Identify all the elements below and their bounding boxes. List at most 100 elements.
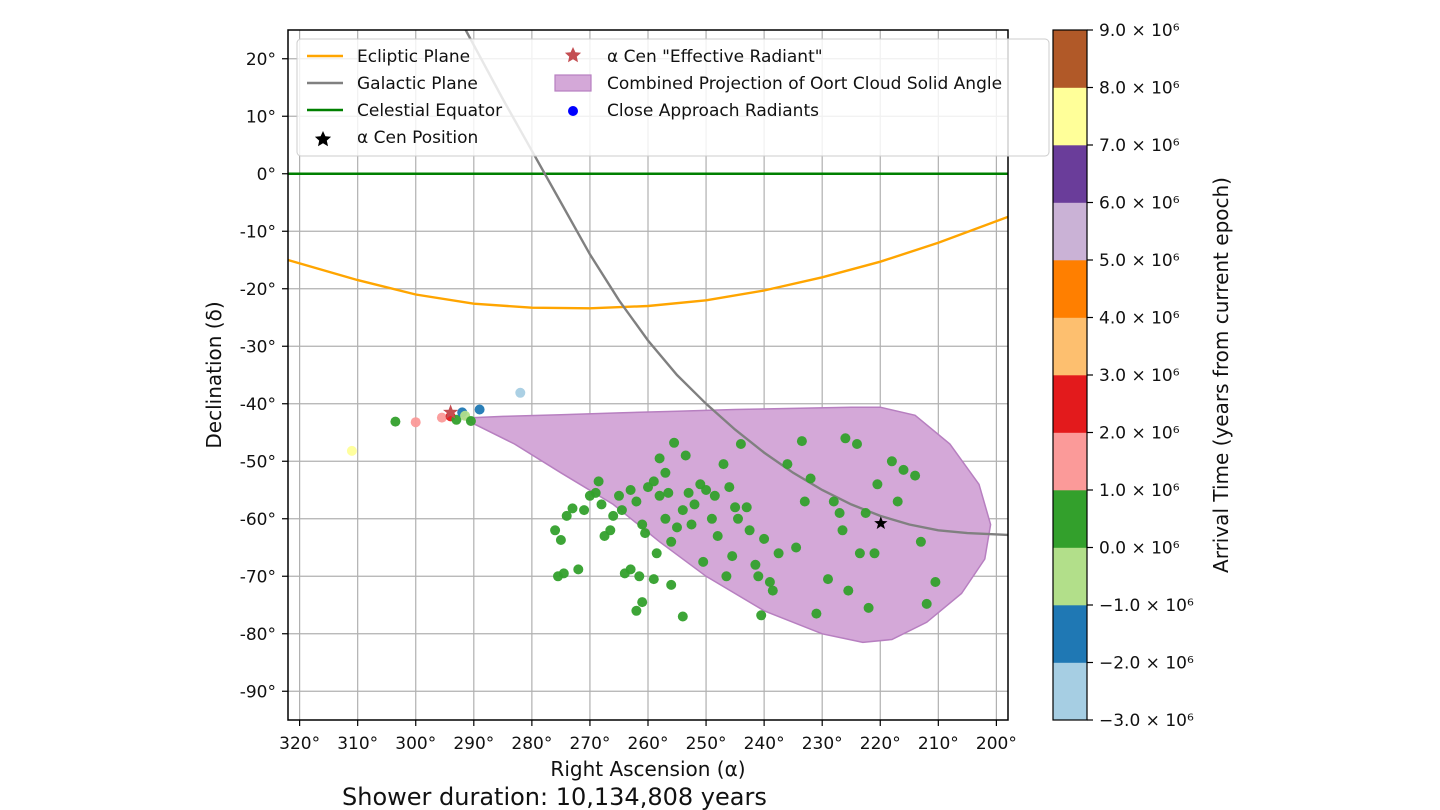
radiant-point bbox=[637, 597, 648, 608]
radiant-point bbox=[698, 556, 709, 567]
radiant-point bbox=[567, 503, 578, 514]
legend-oort-label: Combined Projection of Oort Cloud Solid … bbox=[607, 74, 1002, 94]
radiant-point bbox=[637, 519, 648, 530]
acen-position-star-icon bbox=[874, 516, 888, 529]
radiant-point bbox=[921, 598, 932, 609]
radiant-point bbox=[854, 548, 865, 559]
y-tick-label: 10° bbox=[246, 107, 276, 127]
colorbar bbox=[1052, 29, 1088, 721]
legend-oort-swatch bbox=[554, 74, 592, 92]
radiant-point bbox=[660, 467, 671, 478]
radiant-point bbox=[631, 496, 642, 507]
y-tick-label: -70° bbox=[240, 567, 276, 587]
radiant-point bbox=[672, 522, 682, 533]
radiant-point bbox=[474, 404, 485, 415]
radiant-point bbox=[869, 548, 880, 559]
y-tick-label: -80° bbox=[240, 625, 276, 645]
legend-acen-position-label: α Cen Position bbox=[357, 128, 478, 148]
colorbar-tick-label: 9.0 × 10⁶ bbox=[1099, 21, 1180, 41]
radiant-point bbox=[654, 490, 665, 501]
radiant-point bbox=[741, 502, 752, 513]
colorbar-bin bbox=[1053, 317, 1087, 376]
y-tick-label: -10° bbox=[240, 222, 276, 242]
radiant-point bbox=[550, 525, 561, 536]
radiant-point bbox=[677, 611, 688, 622]
colorbar-bin bbox=[1053, 605, 1087, 663]
radiant-point bbox=[410, 417, 421, 428]
x-tick-label: 250° bbox=[686, 734, 727, 754]
colorbar-ticks: −3.0 × 10⁶ −2.0 × 10⁶ −1.0 × 10⁶ 0.0 × 10⁶ 1… bbox=[1087, 21, 1194, 731]
y-tick-label: -60° bbox=[240, 510, 276, 530]
radiant-point bbox=[750, 559, 761, 570]
radiant-point bbox=[843, 585, 854, 596]
radiant-point bbox=[759, 533, 770, 544]
radiant-point bbox=[616, 505, 627, 516]
shower-duration-text: Shower duration: 10,134,808 years bbox=[342, 783, 767, 810]
colorbar-tick-label: 5.0 × 10⁶ bbox=[1099, 251, 1180, 271]
radiant-point bbox=[735, 439, 746, 449]
x-tick-label: 310° bbox=[337, 734, 378, 754]
colorbar-tick-label: −1.0 × 10⁶ bbox=[1099, 596, 1194, 616]
radiant-point bbox=[605, 525, 616, 536]
close-approach-radiants bbox=[346, 387, 941, 622]
radiant-point bbox=[683, 487, 694, 498]
colorbar-tick-label: 6.0 × 10⁶ bbox=[1099, 194, 1180, 214]
radiant-point bbox=[709, 490, 720, 501]
colorbar-label: Arrival Time (years from current epoch) bbox=[1209, 177, 1233, 573]
colorbar-bin bbox=[1053, 375, 1087, 433]
radiant-point bbox=[561, 510, 572, 521]
radiant-point bbox=[834, 508, 845, 518]
legend-close-approach-label: Close Approach Radiants bbox=[607, 101, 819, 121]
radiant-point bbox=[677, 505, 688, 516]
radiant-point bbox=[837, 525, 848, 536]
legend-equator-label: Celestial Equator bbox=[357, 101, 502, 121]
colorbar-tick-label: −2.0 × 10⁶ bbox=[1099, 654, 1194, 674]
radiant-point bbox=[811, 608, 822, 619]
radiant-point bbox=[756, 610, 767, 621]
radiant-point bbox=[744, 525, 755, 536]
colorbar-tick-label: −3.0 × 10⁶ bbox=[1099, 711, 1194, 731]
radiant-point bbox=[640, 528, 651, 539]
colorbar-bin bbox=[1053, 432, 1087, 491]
radiant-point bbox=[660, 513, 671, 524]
legend-close-approach-dot bbox=[568, 106, 578, 116]
radiant-point bbox=[584, 490, 595, 501]
radiant-point bbox=[733, 513, 743, 524]
radiant-point bbox=[898, 464, 909, 475]
radiant-point bbox=[680, 450, 691, 461]
acen-radiant-star-icon bbox=[443, 404, 459, 419]
y-tick-label: 20° bbox=[246, 50, 276, 70]
radiant-point bbox=[686, 519, 697, 530]
radiant-point bbox=[860, 508, 871, 518]
radiant-point bbox=[625, 485, 636, 495]
colorbar-bin bbox=[1053, 87, 1087, 146]
x-tick-label: 280° bbox=[511, 734, 552, 754]
x-tick-label: 230° bbox=[802, 734, 843, 754]
colorbar-tick-label: 7.0 × 10⁶ bbox=[1099, 136, 1180, 156]
radiant-point bbox=[840, 433, 851, 444]
x-axis-label: Right Ascension (α) bbox=[550, 757, 745, 781]
colorbar-bin bbox=[1053, 662, 1087, 721]
radiant-point bbox=[706, 513, 717, 524]
radiant-point bbox=[730, 502, 741, 513]
galactic-plane-line bbox=[464, 30, 1008, 537]
radiant-point bbox=[465, 416, 476, 426]
radiant-point bbox=[910, 470, 921, 481]
colorbar-bin bbox=[1053, 490, 1087, 548]
radiant-point bbox=[573, 564, 584, 575]
x-tick-label: 260° bbox=[628, 734, 669, 754]
radiant-point bbox=[608, 510, 619, 521]
colorbar-bin bbox=[1053, 547, 1087, 606]
radiant-point bbox=[669, 437, 680, 448]
alpha-cen-markers bbox=[443, 404, 888, 529]
x-tick-label: 210° bbox=[918, 734, 959, 754]
x-tick-label: 240° bbox=[744, 734, 785, 754]
y-tick-label: -50° bbox=[240, 452, 276, 472]
legend-ecliptic-label: Ecliptic Plane bbox=[357, 47, 470, 67]
radiant-point bbox=[863, 602, 874, 613]
radiant-point bbox=[805, 473, 816, 484]
y-axis-ticks: 20° 10° 0° -10° -20° -30° -40° -50° -60° -70° -80°… bbox=[240, 50, 288, 702]
radiant-point bbox=[663, 487, 674, 498]
radiant-point bbox=[915, 536, 926, 547]
